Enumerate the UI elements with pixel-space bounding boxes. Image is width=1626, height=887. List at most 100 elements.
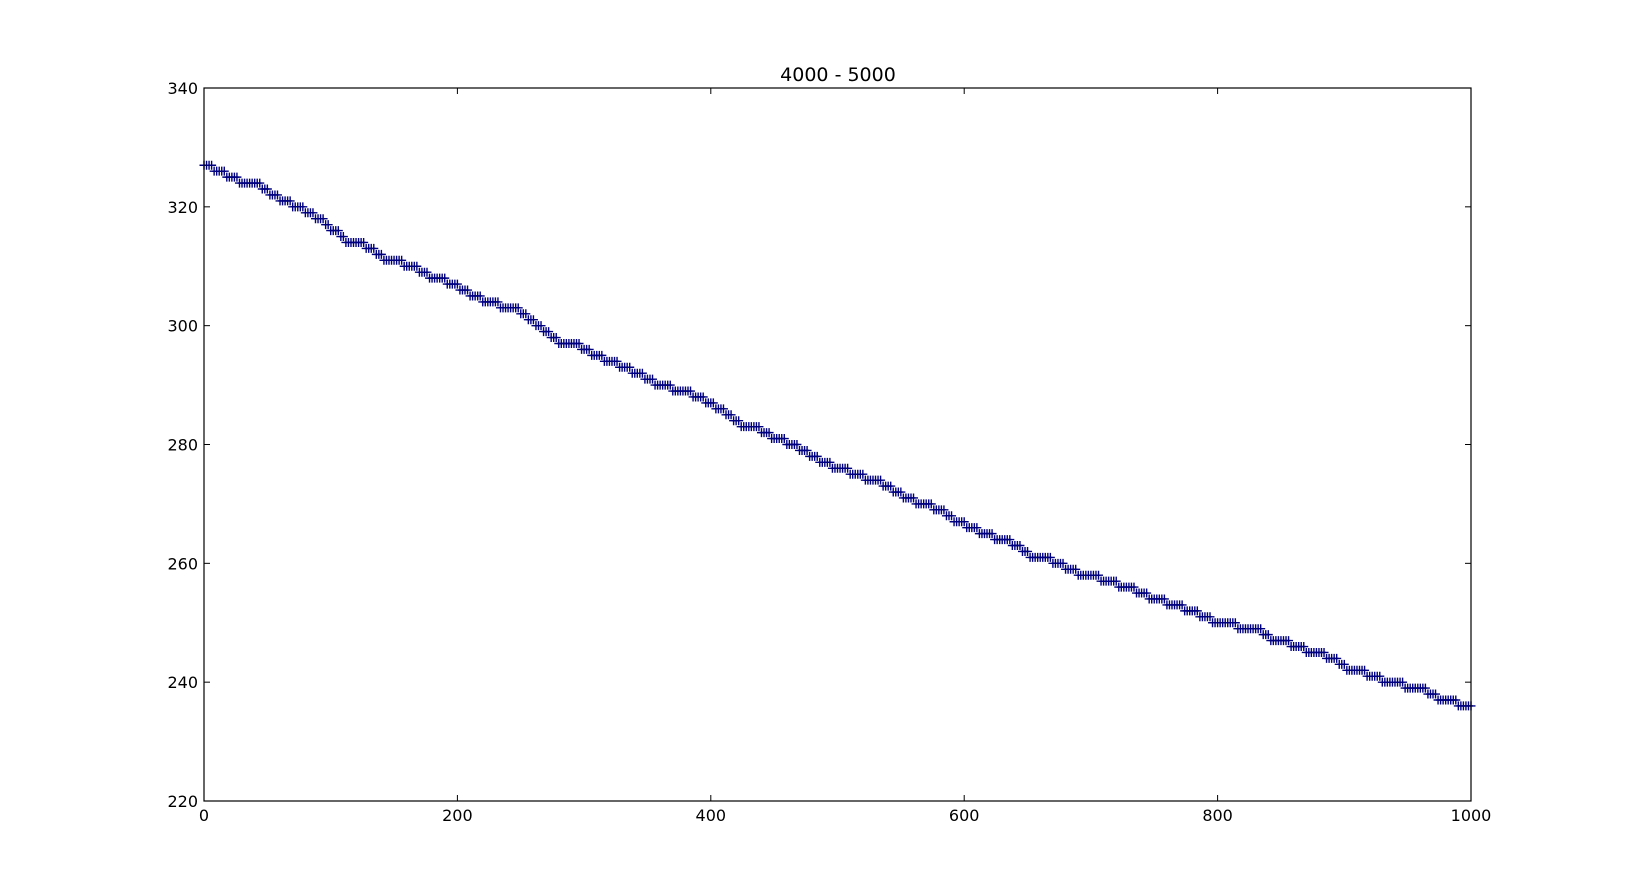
data-point xyxy=(1230,618,1240,628)
data-point xyxy=(947,511,957,521)
data-point xyxy=(1451,695,1461,705)
x-tick-label: 800 xyxy=(1202,806,1233,825)
data-point xyxy=(318,214,328,224)
data-point xyxy=(1420,683,1430,693)
data-point xyxy=(298,202,308,212)
x-tick-label: 0 xyxy=(199,806,209,825)
data-point xyxy=(272,190,282,200)
data-point xyxy=(708,398,718,408)
axis-ticks: 0 200 400 600 800 1000 220 240 260 280 300 320 340 xyxy=(167,79,1491,825)
data-point xyxy=(1205,612,1215,622)
data-point xyxy=(1360,665,1370,675)
data-point xyxy=(909,493,919,503)
data-point xyxy=(972,523,982,533)
data-point xyxy=(262,184,272,194)
data-point xyxy=(359,237,369,247)
data-point xyxy=(876,475,886,485)
data-point xyxy=(463,285,473,295)
data-point xyxy=(1094,570,1103,580)
data-point xyxy=(858,469,868,479)
data-point xyxy=(959,517,969,527)
data-point xyxy=(521,309,531,319)
data-point xyxy=(1111,576,1121,586)
data-point xyxy=(1058,558,1068,568)
data-point xyxy=(1045,552,1055,562)
data-point xyxy=(1159,594,1169,604)
data-point xyxy=(452,279,462,289)
data-point xyxy=(625,362,635,372)
data-point xyxy=(536,321,546,331)
data-point xyxy=(726,410,736,420)
data-point xyxy=(718,404,728,414)
data-point xyxy=(1142,588,1152,598)
data-point xyxy=(207,160,217,170)
data-point xyxy=(886,481,896,491)
data-point xyxy=(397,255,407,265)
data-point xyxy=(1299,642,1309,652)
data-point xyxy=(440,273,450,283)
y-tick-label: 240 xyxy=(167,673,198,692)
x-tick-label: 400 xyxy=(696,806,727,825)
data-point xyxy=(1256,624,1266,634)
data-point xyxy=(1284,636,1294,646)
data-point xyxy=(323,220,333,230)
data-point xyxy=(308,208,318,218)
data-point xyxy=(779,434,789,444)
y-tick-label: 320 xyxy=(167,198,198,217)
data-point xyxy=(792,440,802,449)
data-point xyxy=(551,333,561,343)
data-point xyxy=(698,392,708,402)
plot-area xyxy=(199,160,1476,711)
y-tick-label: 220 xyxy=(167,792,198,811)
data-point xyxy=(825,457,835,467)
data-point xyxy=(1071,564,1081,574)
data-point xyxy=(812,451,822,461)
data-point xyxy=(1177,600,1187,610)
y-tick-label: 260 xyxy=(167,554,198,573)
data-point xyxy=(987,529,997,539)
data-point xyxy=(1319,647,1329,657)
data-point xyxy=(1339,659,1349,669)
data-point xyxy=(369,243,379,253)
y-tick-label: 300 xyxy=(167,317,198,336)
chart-title: 4000 - 5000 xyxy=(780,64,896,86)
axes-frame xyxy=(203,87,1472,802)
data-point xyxy=(584,344,594,354)
data-point xyxy=(475,291,485,301)
data-point xyxy=(926,499,936,509)
data-point xyxy=(1398,677,1408,687)
data-point xyxy=(939,505,949,515)
data-point xyxy=(764,428,774,438)
data-point xyxy=(612,356,622,366)
data-point xyxy=(219,166,229,176)
data-point xyxy=(528,315,538,325)
data-point xyxy=(422,267,432,277)
data-point xyxy=(255,178,265,188)
x-tick-label: 600 xyxy=(949,806,980,825)
data-point xyxy=(597,350,607,360)
data-point xyxy=(333,226,343,236)
data-point xyxy=(285,196,295,206)
data-point xyxy=(1431,689,1441,699)
data-point xyxy=(232,172,242,182)
data-point xyxy=(648,374,658,384)
x-tick-label: 1000 xyxy=(1451,806,1492,825)
data-point xyxy=(412,261,422,271)
data-point xyxy=(843,463,853,473)
data-point xyxy=(544,327,554,337)
data-point xyxy=(376,249,386,259)
data-point xyxy=(686,386,696,396)
y-tick-label: 280 xyxy=(167,436,198,455)
data-point xyxy=(1332,653,1342,663)
data-point xyxy=(665,380,675,390)
data-point xyxy=(1005,535,1015,545)
data-point xyxy=(1192,606,1202,616)
data-point xyxy=(493,297,503,307)
data-point xyxy=(1129,582,1139,592)
data-point xyxy=(802,445,812,455)
data-point xyxy=(338,232,348,242)
data-point xyxy=(1015,541,1025,551)
data-point xyxy=(896,487,906,497)
